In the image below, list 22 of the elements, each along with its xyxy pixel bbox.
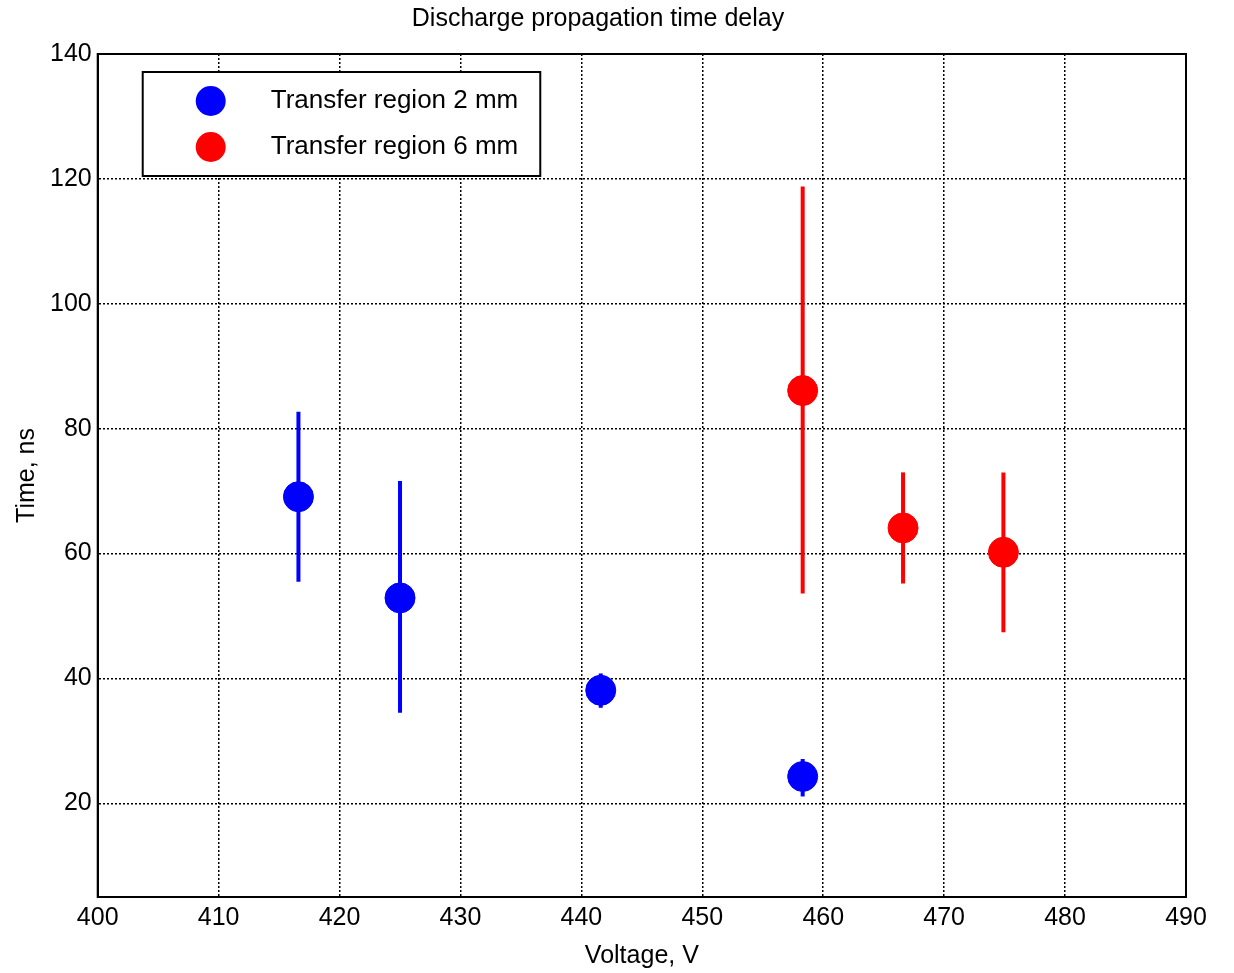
x-tick-label: 430 — [439, 901, 482, 930]
x-tick-label: 490 — [1165, 901, 1207, 930]
legend-label: Transfer region 2 mm — [270, 84, 519, 115]
x-axis-title: Voltage, V — [584, 939, 700, 968]
y-tick-label: 20 — [63, 787, 92, 816]
x-tick-label: 450 — [681, 901, 724, 930]
x-tick-label: 470 — [923, 901, 966, 930]
x-tick-label: 460 — [802, 901, 845, 930]
y-tick-label: 140 — [49, 37, 92, 66]
y-tick-label: 80 — [63, 412, 92, 441]
y-tick-label: 60 — [63, 537, 92, 566]
x-tick-label: 420 — [318, 901, 361, 930]
x-tick-label: 400 — [76, 901, 119, 930]
y-tick-label: 120 — [49, 162, 92, 191]
y-axis-title: Time, ns — [10, 428, 39, 523]
x-tick-label: 440 — [560, 901, 603, 930]
y-tick-label: 40 — [63, 662, 92, 691]
x-tick-label: 480 — [1044, 901, 1086, 930]
legend-label: Transfer region 6 mm — [270, 130, 519, 161]
x-tick-label: 410 — [197, 901, 240, 930]
chart-title: Discharge propagation time delay — [411, 2, 785, 31]
y-tick-label: 100 — [49, 287, 92, 316]
